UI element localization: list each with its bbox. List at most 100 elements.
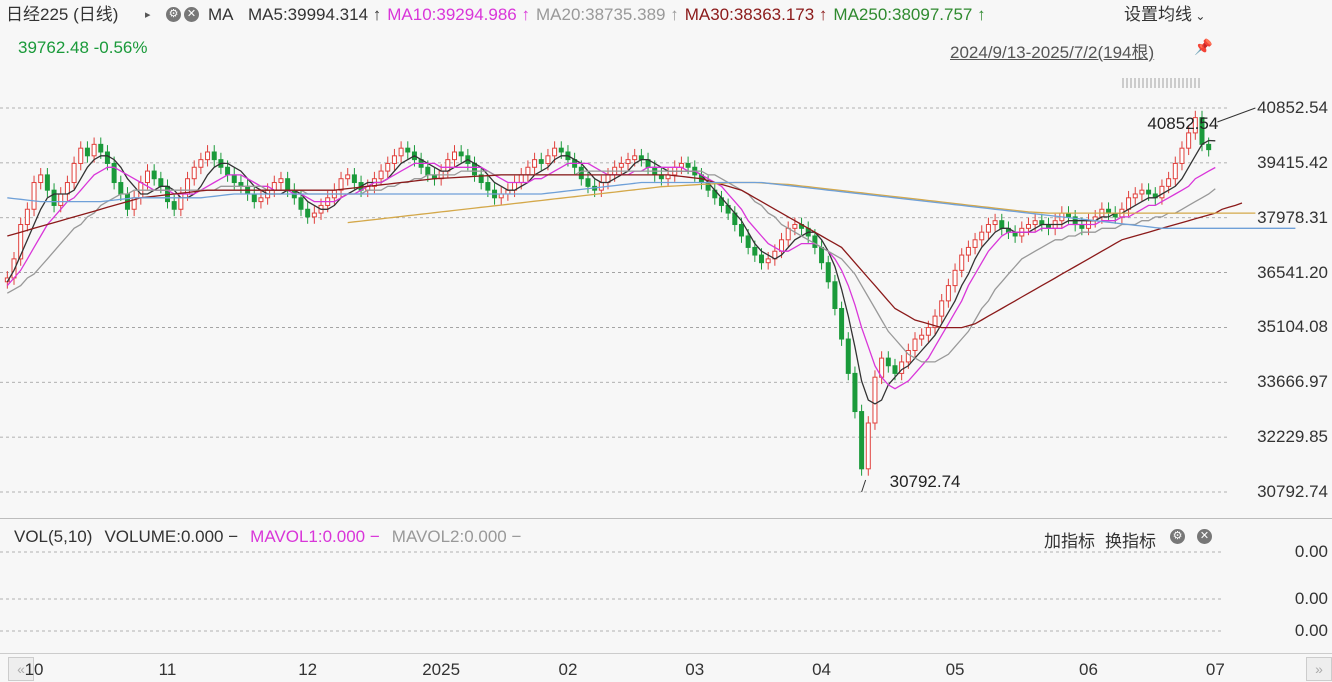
ma-legend: MA5:39994.314 ↑ MA10:39294.986 ↑ MA20:3873… (248, 5, 992, 25)
candle-body (912, 338, 918, 351)
range-handle-icon[interactable] (1122, 78, 1202, 88)
y-tick-label: 37978.31 (1257, 207, 1328, 227)
candle-body (585, 178, 591, 187)
date-range[interactable]: 2024/9/13-2025/7/2(194根) (950, 43, 1155, 62)
candle-body (258, 197, 264, 203)
gear-icon[interactable]: ⚙ (166, 7, 181, 22)
x-tick-label: 06 (1079, 660, 1098, 679)
chart-title: 日经225 (日线) (6, 5, 119, 24)
candle-body (405, 147, 411, 153)
candle-body (892, 365, 898, 374)
expand-arrow-icon[interactable]: ▸ (145, 9, 151, 21)
candle-body (1192, 117, 1198, 134)
x-tick-label: 07 (1205, 660, 1225, 679)
candle-body (779, 239, 785, 252)
price-chart[interactable]: 40852.54 30792.74 (0, 0, 1332, 518)
candle-body (852, 372, 858, 413)
candle-body (78, 147, 84, 164)
volume-y-tick: 0.00 (1294, 542, 1328, 561)
candle-body (899, 361, 905, 374)
y-tick-label: 32229.85 (1257, 427, 1328, 447)
close-icon[interactable]: ✕ (1197, 529, 1212, 544)
ma-line (6, 170, 1216, 363)
switch-indicator-button[interactable]: 换指标 (1105, 532, 1156, 551)
volume-legend-item: VOL(5,10) (14, 527, 93, 546)
candle-body (64, 182, 70, 195)
ma-legend-item: MA5:39994.314 ↑ (248, 5, 382, 24)
candle-body (952, 269, 958, 287)
candle-body (1025, 224, 1031, 229)
candle-body (298, 197, 304, 210)
y-tick-label: 40852.54 (1257, 98, 1328, 117)
candle-body (198, 159, 204, 168)
candle-body (925, 327, 931, 336)
x-tick-label: 11 (158, 660, 177, 679)
candle-body (905, 349, 911, 363)
x-tick-label: 10 (24, 660, 44, 679)
y-tick-label: 30792.74 (1257, 482, 1328, 501)
volume-gridlines (0, 551, 1222, 632)
y-tick-label: 35104.08 (1257, 317, 1328, 337)
candle-body (792, 224, 798, 229)
scroll-left-button[interactable]: « (8, 657, 34, 681)
candle-body (759, 254, 765, 264)
candle-body (338, 178, 344, 191)
candle-body (351, 174, 357, 184)
candle-body (1179, 147, 1185, 164)
candle-body (38, 174, 44, 184)
candle-body (945, 285, 951, 302)
candle-body (959, 254, 965, 271)
candle-body (1132, 193, 1138, 199)
candle-body (685, 162, 691, 168)
x-tick-label: 12 (298, 660, 318, 679)
candle-body (98, 143, 104, 153)
x-tick-label: 04 (812, 660, 832, 679)
candle-body (1172, 162, 1178, 180)
ma-legend-item: MA10:39294.986 ↑ (387, 5, 530, 24)
candle-body (618, 162, 624, 168)
candle-body (625, 159, 631, 164)
candle-body (44, 174, 50, 191)
candle-body (111, 162, 117, 184)
x-axis: « » 10 11 12 2025 02 03 04 05 06 07 (0, 653, 1332, 682)
settings-ma-button[interactable]: 设置均线 ⌄ (1124, 5, 1205, 26)
candle-body (478, 174, 484, 184)
volume-y-tick: 0.00 (1294, 621, 1328, 640)
candle-body (1166, 178, 1172, 187)
candle-body (832, 281, 838, 309)
candle-body (999, 220, 1005, 229)
candle-body (765, 258, 771, 264)
add-indicator-button[interactable]: 加指标 (1044, 532, 1095, 551)
candle-body (485, 182, 491, 191)
candle-body (171, 201, 177, 210)
candle-body (972, 239, 978, 248)
candle-body (24, 208, 30, 226)
candle-body (31, 182, 37, 210)
gear-icon[interactable]: ⚙ (1170, 529, 1185, 544)
candle-body (538, 159, 544, 164)
candle-body (1206, 143, 1212, 151)
ma-legend-item: MA30:38363.173 ↑ (684, 5, 828, 24)
candle-body (158, 178, 164, 187)
x-tick-label: 2025 (422, 660, 461, 679)
candle-body (278, 178, 284, 184)
chart-header: 日经225 (日线) ▸ ⚙ ✕ MA MA5:39994.314 ↑ MA10:… (0, 0, 1332, 88)
y-tick-label: 39415.42 (1257, 152, 1328, 172)
pin-icon[interactable]: 📌 (1194, 39, 1213, 56)
candle-body (1126, 197, 1132, 210)
chevron-down-icon: ⌄ (1192, 9, 1206, 23)
candle-body (819, 246, 825, 264)
candle-body (752, 246, 758, 256)
candle-body (191, 166, 197, 180)
volume-y-tick: 0.00 (1294, 589, 1328, 608)
x-tick-label: 03 (685, 660, 705, 679)
scroll-right-button[interactable]: » (1306, 657, 1332, 681)
candle-body (398, 147, 404, 157)
candle-body (84, 147, 90, 157)
candle-body (985, 224, 991, 233)
candle-body (839, 307, 845, 340)
x-tick-label: 02 (558, 660, 578, 679)
volume-legend-item: MAVOL1:0.000 − (250, 527, 380, 546)
close-icon[interactable]: ✕ (184, 7, 199, 22)
candle-body (1146, 189, 1152, 195)
